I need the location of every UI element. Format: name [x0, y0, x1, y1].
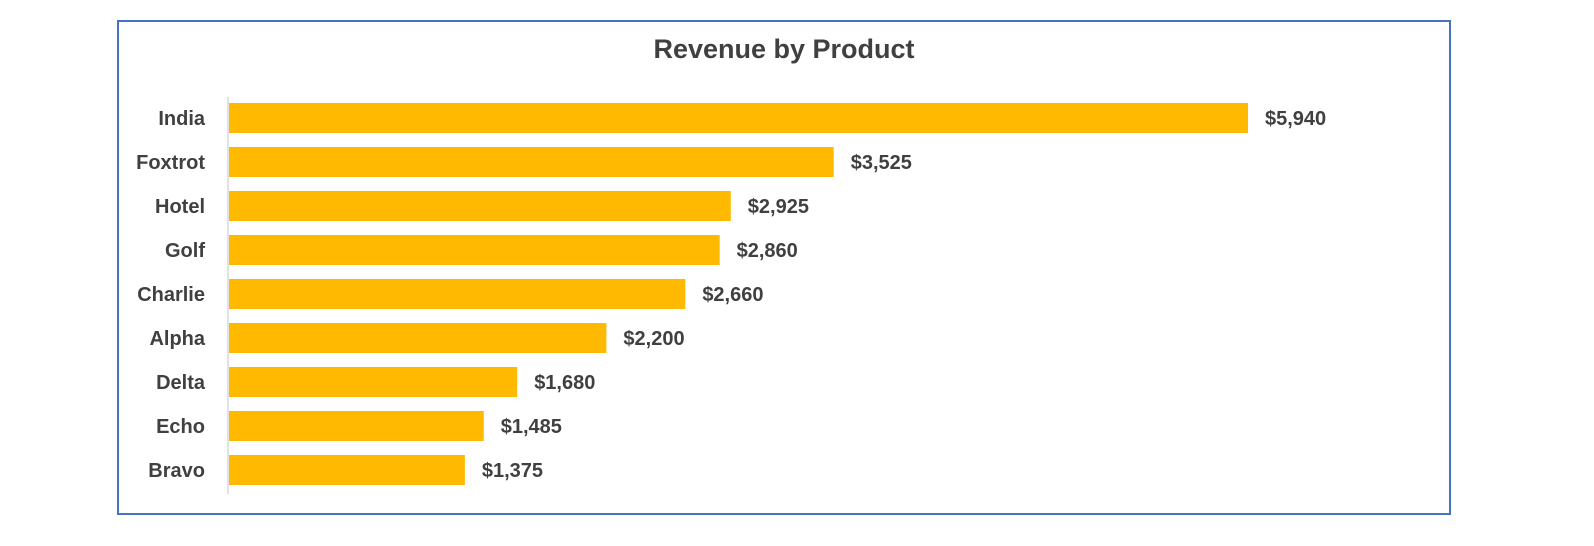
category-label: Bravo	[148, 460, 205, 482]
bar-india	[229, 103, 1248, 133]
data-label: $2,200	[623, 328, 684, 350]
bar-golf	[229, 235, 720, 265]
data-label: $2,660	[702, 284, 763, 306]
category-label: Delta	[156, 372, 206, 394]
category-label: Charlie	[137, 284, 205, 306]
category-label: Echo	[156, 416, 205, 438]
data-label: $2,925	[748, 196, 809, 218]
category-label: Foxtrot	[136, 152, 205, 174]
category-label: Hotel	[155, 196, 205, 218]
data-label: $3,525	[851, 152, 912, 174]
bar-bravo	[229, 455, 465, 485]
category-label: Alpha	[149, 328, 205, 350]
category-label: Golf	[165, 240, 205, 262]
data-label: $1,485	[501, 416, 562, 438]
category-label: India	[158, 108, 206, 130]
bar-echo	[229, 411, 484, 441]
bar-charlie	[229, 279, 686, 309]
data-label: $5,940	[1265, 108, 1326, 130]
bar-hotel	[229, 191, 731, 221]
data-label: $2,860	[737, 240, 798, 262]
bar-delta	[229, 367, 518, 397]
bar-alpha	[229, 323, 607, 353]
data-label: $1,375	[482, 460, 543, 482]
chart-title: Revenue by Product	[653, 34, 915, 64]
bar-foxtrot	[229, 147, 834, 177]
data-label: $1,680	[534, 372, 595, 394]
